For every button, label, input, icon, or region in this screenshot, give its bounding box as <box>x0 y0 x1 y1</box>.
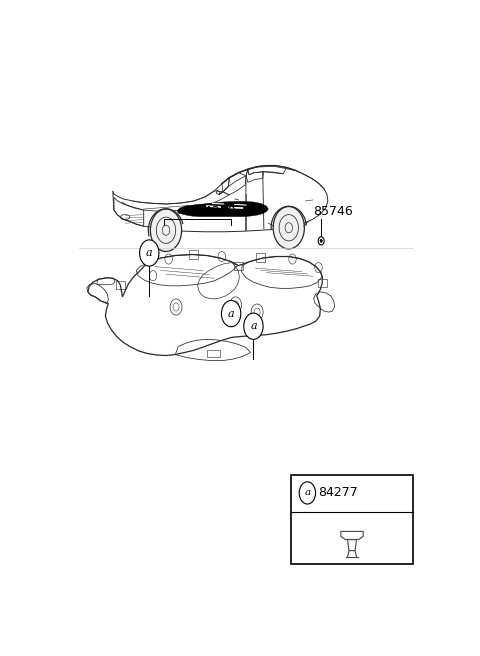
Circle shape <box>320 239 322 242</box>
Circle shape <box>221 300 241 327</box>
Text: a: a <box>146 248 153 258</box>
Bar <box>190 251 198 258</box>
Circle shape <box>299 482 315 504</box>
Text: 85746: 85746 <box>313 205 353 218</box>
Text: 84260: 84260 <box>196 205 236 218</box>
Circle shape <box>150 209 181 251</box>
Bar <box>256 253 265 262</box>
Circle shape <box>244 313 263 339</box>
Bar <box>207 350 220 357</box>
Text: a: a <box>304 489 311 497</box>
Bar <box>318 279 327 287</box>
Bar <box>234 262 243 270</box>
Polygon shape <box>177 201 268 216</box>
Text: a: a <box>228 308 234 319</box>
Text: a: a <box>250 321 257 331</box>
Circle shape <box>273 207 304 249</box>
Circle shape <box>318 237 324 245</box>
Text: 84277: 84277 <box>319 486 358 499</box>
Bar <box>116 281 125 289</box>
Circle shape <box>140 240 159 266</box>
